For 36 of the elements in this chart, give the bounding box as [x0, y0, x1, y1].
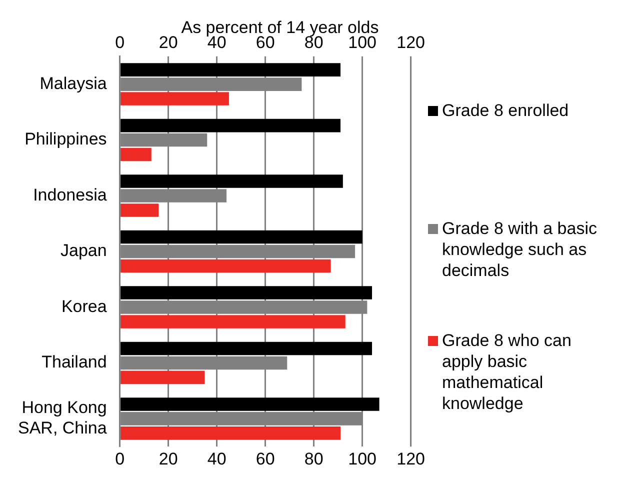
legend-label: Grade 8 who can apply basic mathematical knowledge	[442, 330, 572, 414]
y-tick-label: Japan	[60, 241, 107, 260]
bar	[120, 230, 362, 244]
bar	[120, 174, 343, 188]
bar	[120, 370, 205, 384]
legend-label: Grade 8 enrolled	[442, 100, 569, 121]
bar	[120, 315, 346, 328]
y-tick-label: Malaysia	[40, 74, 108, 93]
bar	[120, 342, 372, 356]
x2-tick-label: 60	[256, 449, 275, 468]
x2-tick-label: 80	[304, 449, 324, 468]
x2-tick-label: 100	[348, 449, 377, 468]
bar	[120, 204, 159, 217]
x2-tick-label: 0	[115, 449, 125, 468]
bar	[120, 63, 340, 76]
x-tick-label: 120	[396, 32, 426, 52]
bar	[120, 259, 331, 273]
bar	[120, 426, 340, 440]
x2-tick-label: 120	[396, 449, 426, 468]
bar	[120, 398, 380, 411]
bar	[120, 92, 229, 106]
x2-tick-label: 40	[207, 449, 226, 468]
bar	[120, 118, 340, 132]
y-tick-label: Indonesia	[33, 185, 108, 204]
x2-tick-label: 20	[158, 449, 178, 468]
y-tick-label: Thailand	[42, 352, 107, 372]
legend-label: Grade 8 with a basic knowledge such as decimals	[442, 218, 598, 281]
bar	[120, 286, 372, 300]
y-tick-label: Korea	[61, 296, 108, 316]
x-tick-label: 0	[115, 32, 125, 52]
bar	[120, 148, 152, 162]
y-tick-label: Hong Kong SAR, China	[18, 398, 108, 438]
y-tick-label: Philippines	[24, 130, 107, 149]
x-tick-label: 60	[256, 32, 275, 52]
x-tick-label: 20	[158, 32, 178, 52]
x-tick-label: 100	[348, 32, 377, 52]
